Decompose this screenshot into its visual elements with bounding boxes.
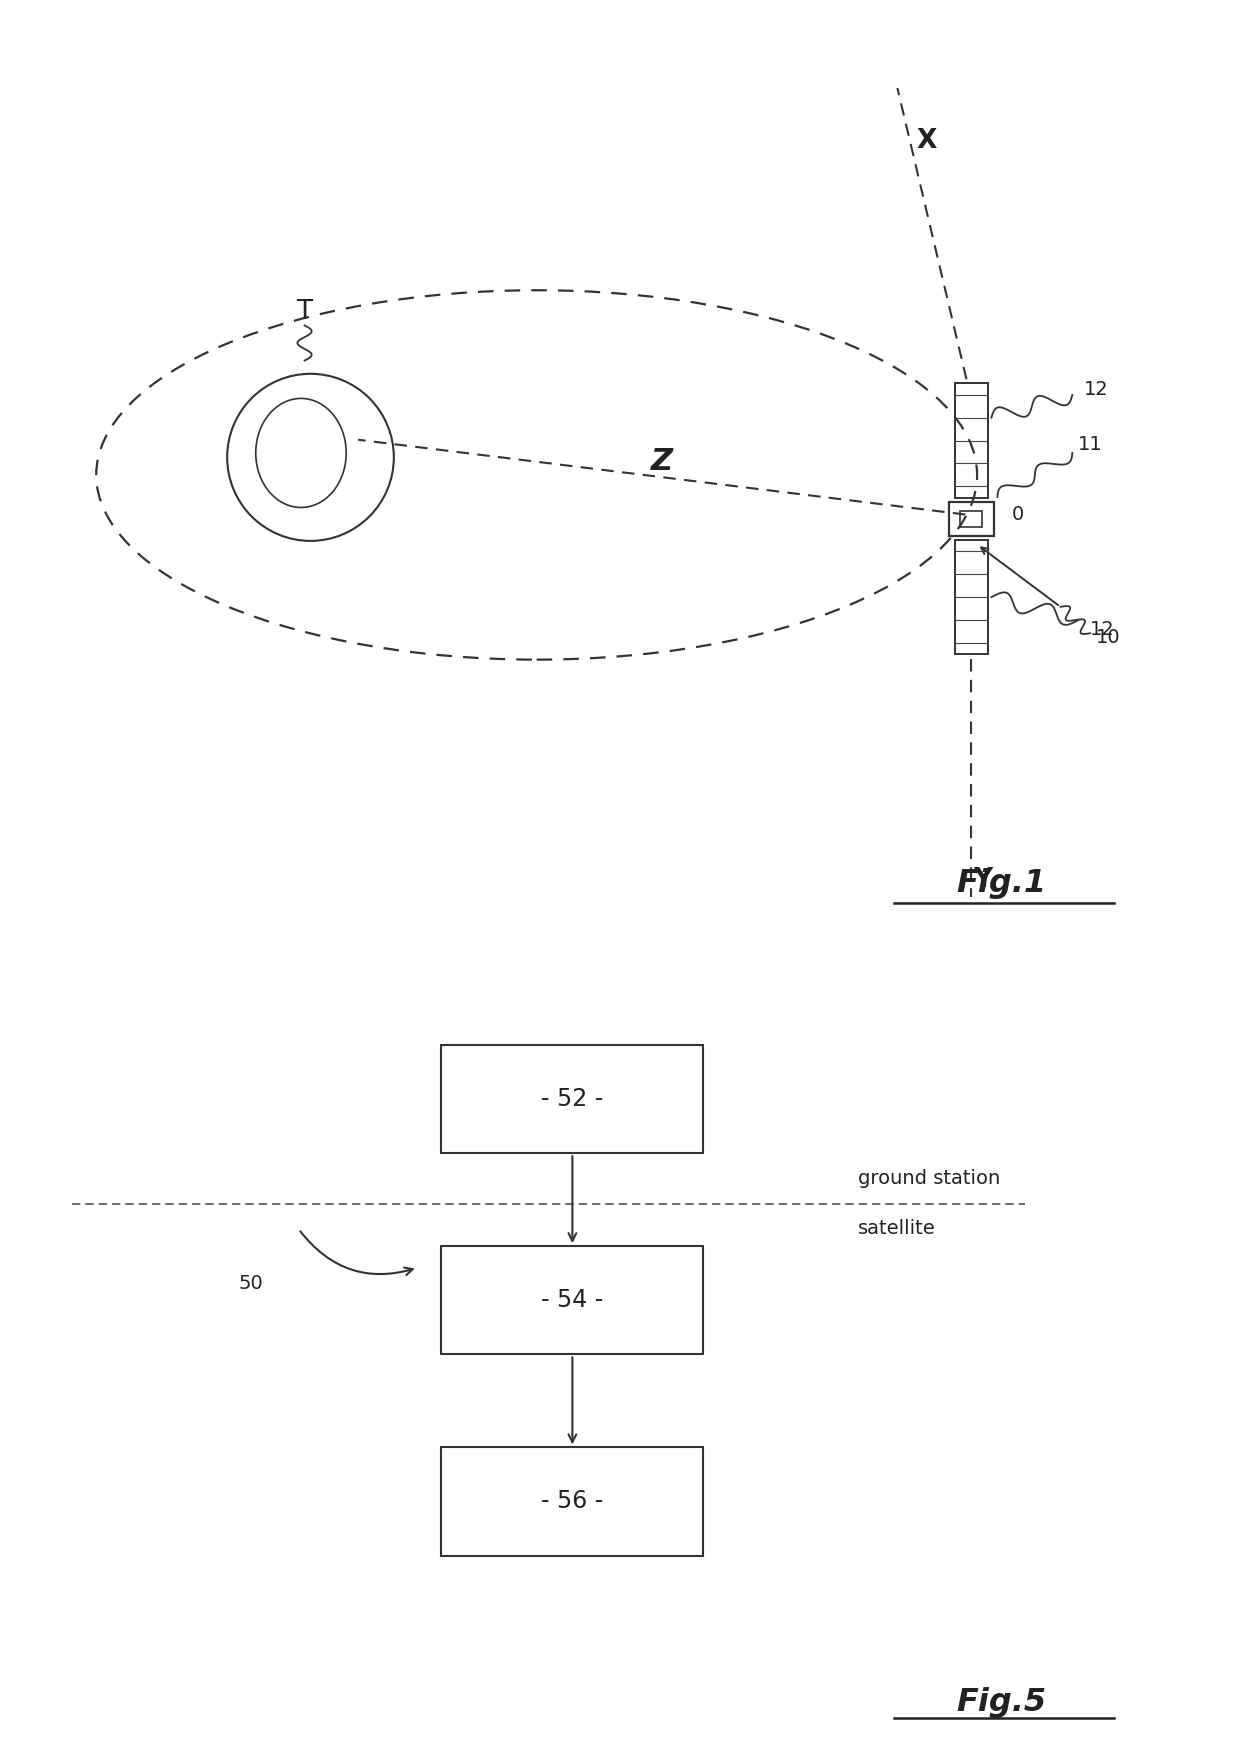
Bar	[441, 1045, 703, 1154]
Text: ground station: ground station	[858, 1170, 1001, 1187]
Bar	[441, 1245, 703, 1354]
Text: Z: Z	[651, 447, 673, 477]
Text: Fig.1: Fig.1	[956, 869, 1047, 899]
Text: - 52 -: - 52 -	[541, 1087, 604, 1112]
Bar	[955, 540, 988, 654]
Text: 11: 11	[1079, 434, 1104, 454]
Bar	[961, 512, 982, 528]
Text: 10: 10	[1096, 628, 1121, 647]
Text: 12: 12	[1084, 380, 1109, 399]
Text: - 56 -: - 56 -	[541, 1490, 604, 1513]
Text: 12: 12	[1090, 619, 1115, 639]
Text: satellite: satellite	[858, 1219, 936, 1238]
Bar	[955, 383, 988, 498]
Text: 0: 0	[1012, 505, 1024, 524]
Text: X: X	[916, 128, 937, 153]
Text: Fig.5: Fig.5	[956, 1687, 1047, 1719]
Bar	[949, 503, 993, 536]
Text: - 54 -: - 54 -	[541, 1288, 604, 1312]
Bar	[441, 1448, 703, 1555]
Text: 50: 50	[238, 1274, 263, 1293]
Text: T: T	[296, 299, 312, 325]
Text: Y: Y	[973, 867, 993, 892]
